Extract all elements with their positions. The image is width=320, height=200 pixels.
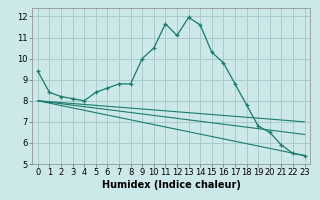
X-axis label: Humidex (Indice chaleur): Humidex (Indice chaleur) <box>102 180 241 190</box>
